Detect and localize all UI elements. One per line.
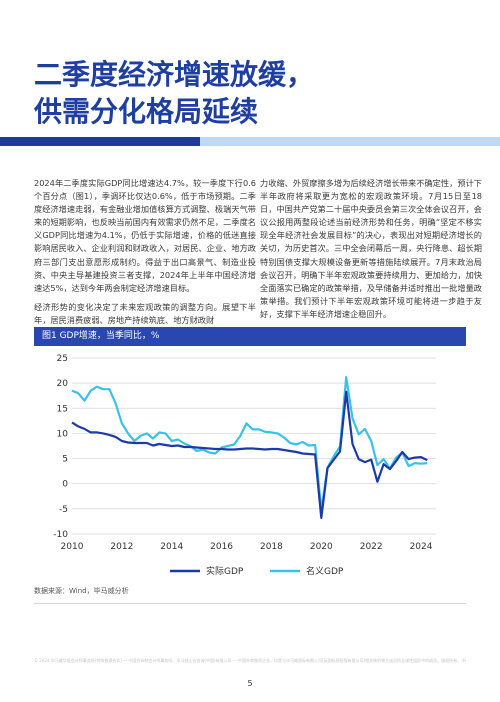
y-axis-ticks: -10 -5 0 5 10 15 20 25 (53, 354, 68, 540)
y-tick-label: 5 (62, 455, 68, 465)
chart-series (71, 376, 428, 519)
legend-label: 名义GDP (306, 565, 344, 577)
y-tick-label: 20 (57, 379, 69, 389)
gdp-growth-chart: -10 -5 0 5 10 15 20 25 2010 2012 2014 2016 2018 2020… (53, 354, 436, 577)
page-title: 二季度经济增速放缓， 供需分化格局延续 (34, 56, 474, 130)
x-tick-label: 2014 (160, 542, 183, 552)
x-tick-label: 2022 (360, 542, 383, 552)
x-tick-label: 2018 (260, 542, 283, 552)
x-tick-label: 2016 (210, 542, 233, 552)
header-band-dark (0, 137, 200, 146)
chart-legend: 实际GDP 名义GDP (170, 565, 344, 577)
x-tick-label: 2012 (110, 542, 133, 552)
body-right-column: 力收缩、外贸摩擦多增为后续经济增长带来不确定性，预计下半年政府将采取更为宽松的宏… (260, 177, 482, 327)
body-paragraph: 经济形势的变化决定了未来宏观政策的调整方向。展望下半年，居民消费疲弱、房地产持续… (34, 301, 256, 325)
y-tick-label: 0 (62, 480, 68, 490)
x-tick-label: 2024 (410, 542, 433, 552)
series-line (71, 376, 428, 512)
series-line (71, 390, 428, 519)
header-band-light (200, 137, 500, 146)
page-number: 5 (247, 679, 253, 688)
divider (34, 603, 466, 604)
header-band (0, 137, 500, 146)
y-tick-label: 15 (57, 404, 68, 414)
y-tick-label: -10 (53, 530, 68, 540)
x-tick-label: 2020 (310, 542, 333, 552)
x-tick-label: 2010 (61, 542, 84, 552)
y-tick-label: -5 (59, 505, 68, 515)
y-tick-label: 10 (57, 429, 69, 439)
chart-grid (72, 357, 436, 535)
x-axis-ticks: 2010 2012 2014 2016 2018 2020 2022 2024 (61, 542, 433, 552)
page-title-line-2: 供需分化格局延续 (34, 95, 259, 128)
page-title-line-1: 二季度经济增速放缓， (34, 58, 315, 91)
figure-title: 图1 GDP增速，当季同比，% (34, 327, 466, 346)
body-left-column: 2024年二季度实际GDP同比增速达4.7%，较一季度下行0.6个百分点（图1）… (34, 177, 256, 333)
y-tick-label: 25 (57, 354, 68, 364)
body-paragraph: 力收缩、外贸摩擦多增为后续经济增长带来不确定性，预计下半年政府将采取更为宽松的宏… (260, 178, 482, 319)
legend-label: 实际GDP (206, 565, 244, 577)
figure-source: 数据来源：Wind，毕马威分析 (34, 587, 129, 595)
disclaimer-text: © 2024 毕马威华振会计师事务所(特殊普通合伙) — 中国合伙制会计师事务所… (34, 658, 466, 663)
body-paragraph: 2024年二季度实际GDP同比增速达4.7%，较一季度下行0.6个百分点（图1）… (34, 178, 256, 293)
